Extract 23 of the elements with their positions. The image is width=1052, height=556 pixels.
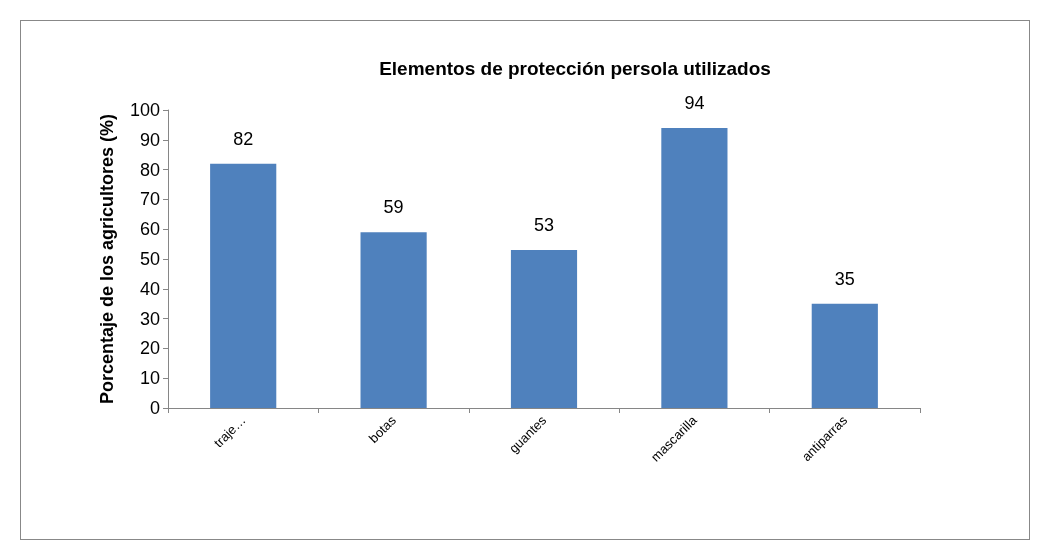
- bar: [811, 303, 878, 408]
- y-tick-label: 100: [129, 100, 160, 120]
- y-tick-label: 0: [149, 398, 160, 418]
- y-tick-label: 10: [139, 368, 160, 389]
- y-tick-label: 60: [139, 219, 160, 240]
- bar: [360, 232, 427, 408]
- data-label: 35: [834, 268, 855, 289]
- y-tick-label: 40: [139, 278, 160, 299]
- y-tick-label: 80: [139, 159, 160, 180]
- bar: [510, 250, 578, 408]
- bar: [661, 127, 728, 408]
- data-label: 94: [684, 92, 705, 113]
- chart-title: Elementos de protección persola utilizados: [379, 58, 771, 79]
- y-tick-label: 30: [139, 308, 160, 329]
- bar: [210, 163, 277, 408]
- y-tick-label: 50: [139, 249, 160, 269]
- y-tick-label: 70: [139, 189, 160, 210]
- data-label: 53: [533, 215, 555, 236]
- y-tick-label: 20: [139, 338, 160, 359]
- y-axis-title: Porcentaje de los agricultores (%): [97, 113, 117, 405]
- data-label: 82: [233, 128, 254, 149]
- y-tick-label: 90: [139, 129, 160, 150]
- data-label: 59: [383, 197, 404, 218]
